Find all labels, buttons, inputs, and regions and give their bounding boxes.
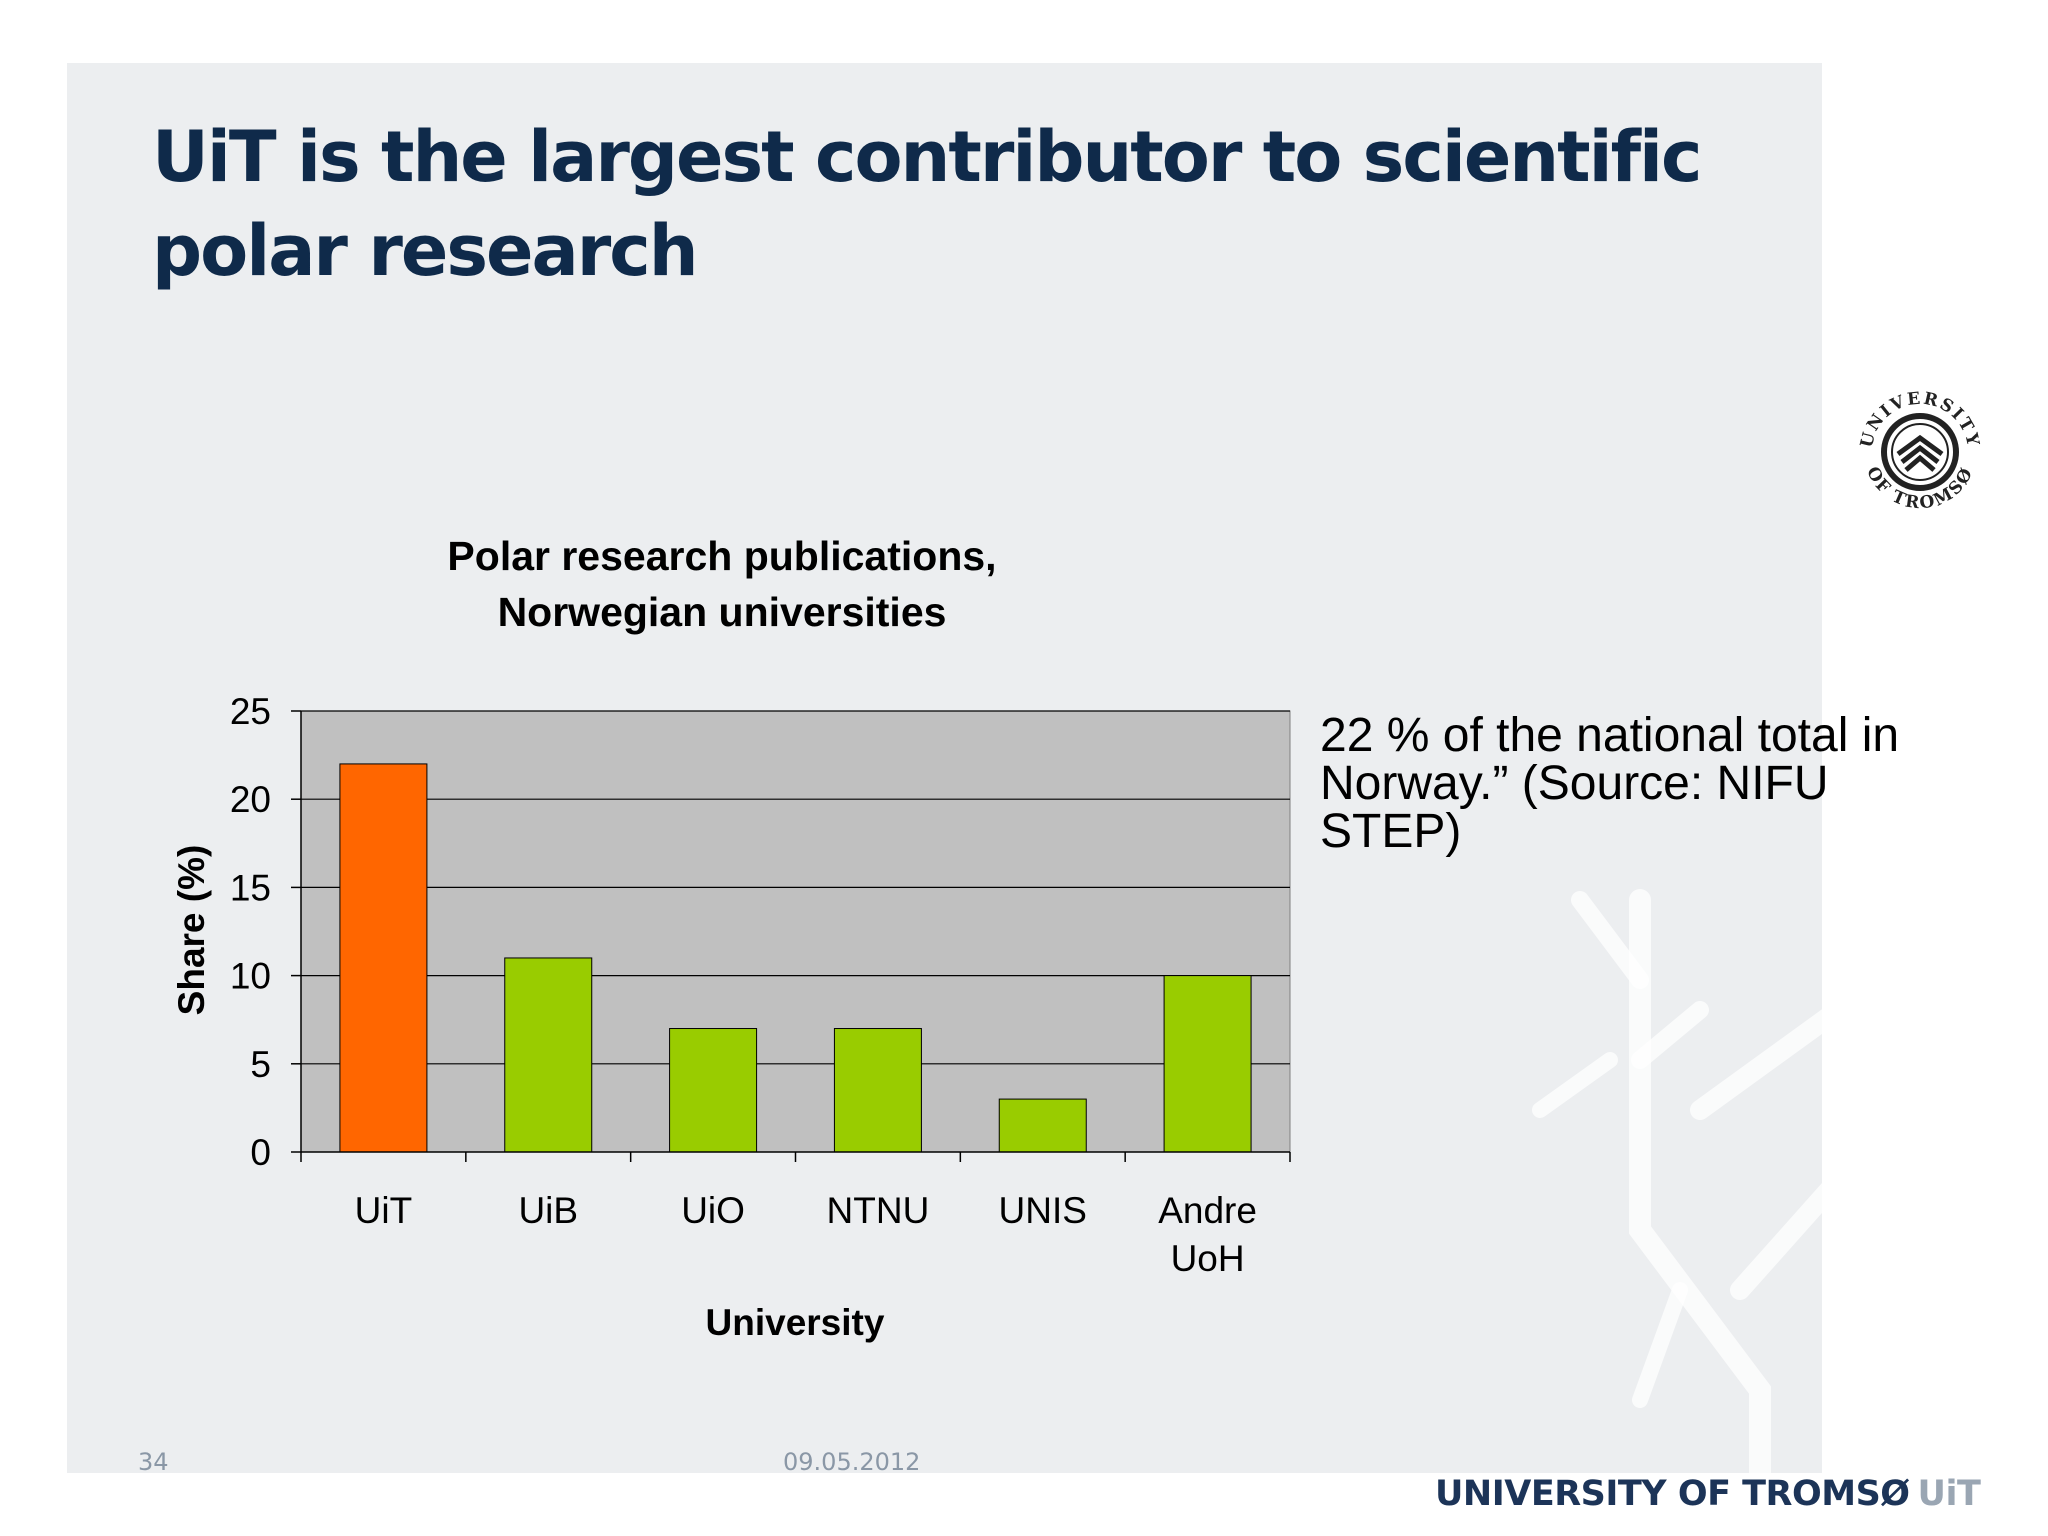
- bars: [339, 763, 1252, 1153]
- bar-andre-uoh: [1163, 975, 1252, 1153]
- x-tick-labels: UiT UiB UiO NTNU UNIS Andre UoH: [355, 1190, 1257, 1279]
- brand-name: UNIVERSITY OF TROMSØ: [1435, 1474, 1910, 1514]
- y-tick-label: 15: [230, 867, 271, 908]
- slide-title: UiT is the largest contributor to scient…: [152, 116, 1703, 292]
- bar-chart: Polar research publications, Norwegian un…: [171, 533, 1291, 1343]
- bar-ntnu: [833, 1028, 922, 1153]
- brand-wordmark: UNIVERSITY OF TROMSØ UiT: [1435, 1474, 1981, 1514]
- bar-uib: [504, 957, 593, 1153]
- brand-abbr: UiT: [1917, 1474, 1981, 1514]
- page-number: 34: [138, 1448, 169, 1476]
- university-seal-logo: UNIVERSITY OF TROMSØ: [1857, 389, 1981, 514]
- x-tick-label: UiT: [355, 1190, 413, 1231]
- axes: [291, 710, 1291, 1162]
- chart-title-line: Polar research publications,: [447, 533, 996, 579]
- callout-text: 22 % of the national total in Norway.” (…: [1320, 709, 1900, 858]
- gridlines: [301, 710, 1290, 1065]
- bar-uio: [669, 1028, 758, 1153]
- chart-title: Polar research publications, Norwegian un…: [447, 533, 996, 635]
- x-tick-label: Andre: [1158, 1190, 1257, 1231]
- chart-title-line: Norwegian universities: [498, 589, 947, 635]
- bar-uit: [339, 763, 428, 1153]
- y-tick-label: 20: [230, 779, 271, 820]
- y-tick-label: 0: [250, 1132, 271, 1173]
- x-tick-label: UoH: [1171, 1238, 1245, 1279]
- plot-area: [300, 710, 1291, 1153]
- y-tick-label: 10: [230, 956, 271, 997]
- y-tick-label: 5: [250, 1044, 271, 1085]
- footer-date: 09.05.2012: [783, 1448, 921, 1476]
- x-tick-label: UNIS: [999, 1190, 1087, 1231]
- x-axis-label: University: [706, 1302, 885, 1343]
- x-tick-label: UiO: [681, 1190, 745, 1231]
- x-tick-label: UiB: [518, 1190, 578, 1231]
- bar-unis: [998, 1098, 1087, 1153]
- y-tick-labels: 0 5 10 15 20 25: [230, 691, 271, 1173]
- y-tick-label: 25: [230, 691, 271, 732]
- x-tick-label: NTNU: [827, 1190, 930, 1231]
- y-axis-label: Share (%): [171, 845, 212, 1016]
